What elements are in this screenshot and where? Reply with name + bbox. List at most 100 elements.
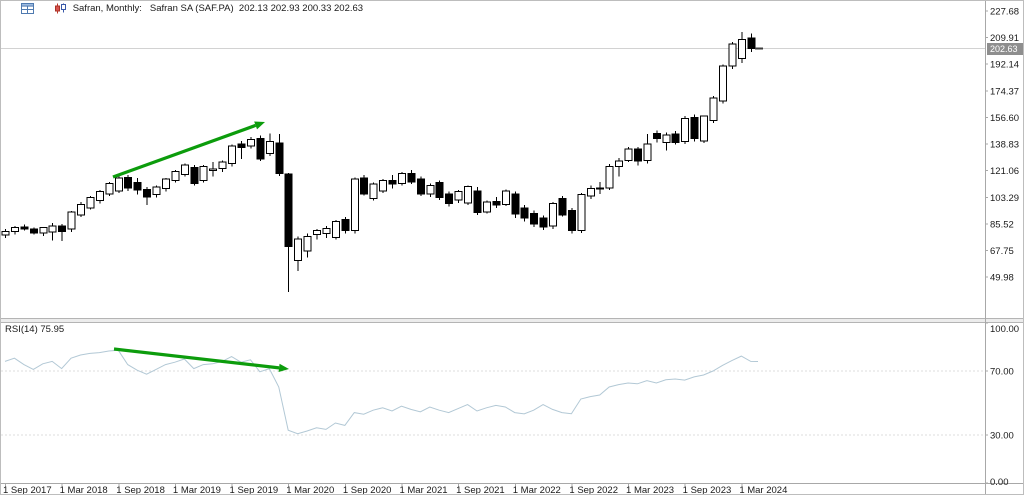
bull-candle-body bbox=[397, 173, 406, 184]
bull-candle-body bbox=[322, 227, 331, 235]
bear-candle-body bbox=[652, 132, 661, 140]
chart-symbol-period: Safran, Monthly: bbox=[72, 3, 142, 14]
bull-candle-body bbox=[737, 39, 746, 59]
time-axis-label: 1 Sep 2020 bbox=[343, 485, 392, 495]
time-axis-label: 1 Mar 2018 bbox=[60, 485, 108, 495]
bear-candle-body bbox=[690, 117, 699, 140]
bull-candle-body bbox=[596, 187, 605, 190]
bull-candle-body bbox=[265, 141, 274, 155]
chart-window-icon[interactable] bbox=[5, 3, 34, 14]
rsi-line bbox=[4, 349, 759, 435]
price-axis-label: 209.91 bbox=[990, 33, 1019, 44]
candlesticks-layer bbox=[1, 32, 756, 293]
bull-candle-body bbox=[303, 236, 312, 252]
time-axis-label: 1 Sep 2018 bbox=[116, 485, 165, 495]
current-price-badge: 202.63 bbox=[987, 43, 1023, 55]
time-axis-label: 1 Sep 2021 bbox=[456, 485, 505, 495]
bull-candle-body bbox=[681, 117, 690, 143]
bull-candle-body bbox=[709, 97, 718, 122]
time-axis-label: 1 Mar 2022 bbox=[513, 485, 561, 495]
bear-candle-body bbox=[58, 225, 67, 232]
price-axis-label: 156.60 bbox=[990, 113, 1019, 124]
rsi-axis-label: 100.00 bbox=[990, 324, 1019, 335]
bear-candle-body bbox=[558, 197, 567, 216]
bear-candle-body bbox=[539, 217, 548, 228]
bull-candle-body bbox=[171, 170, 180, 181]
bear-candle-body bbox=[29, 228, 38, 234]
time-axis-label: 1 Sep 2017 bbox=[3, 485, 52, 495]
chart-name-ohlc: Safran SA (SAF.PA) 202.13 202.93 200.33 … bbox=[149, 3, 364, 14]
bear-candle-body bbox=[20, 226, 29, 230]
rsi-indicator-label: RSI(14) 75.95 bbox=[5, 324, 65, 335]
bull-candle-body bbox=[482, 201, 491, 213]
bear-candle-body bbox=[388, 179, 397, 185]
bull-candle-body bbox=[426, 185, 435, 195]
bull-candle-body bbox=[369, 183, 378, 199]
pane-splitter[interactable] bbox=[1, 318, 1024, 322]
rsi-trend-arrow[interactable] bbox=[113, 347, 289, 373]
time-axis-label: 1 Mar 2021 bbox=[399, 485, 447, 495]
bull-candle-body bbox=[464, 185, 473, 204]
bull-candle-body bbox=[643, 143, 652, 161]
bear-candle-body bbox=[435, 182, 444, 199]
bull-candle-body bbox=[350, 178, 359, 232]
price-axis-label: 121.06 bbox=[990, 166, 1019, 177]
bear-candle-body bbox=[473, 190, 482, 214]
bull-candle-body bbox=[67, 211, 76, 230]
bull-candle-body bbox=[313, 230, 322, 235]
bear-candle-body bbox=[190, 167, 199, 184]
bull-candle-body bbox=[114, 177, 123, 192]
price-axis-label: 103.29 bbox=[990, 193, 1019, 204]
bull-candle-body bbox=[86, 197, 95, 209]
bear-candle-body bbox=[407, 173, 416, 183]
bull-candle-body bbox=[209, 168, 218, 172]
bear-candle-body bbox=[360, 177, 369, 195]
bull-candle-body bbox=[1, 230, 10, 236]
bear-candle-body bbox=[530, 212, 539, 225]
bear-candle-body bbox=[492, 200, 501, 206]
last-price-dash bbox=[755, 47, 763, 50]
price-axis-label: 174.37 bbox=[990, 86, 1019, 97]
price-trend-arrow[interactable] bbox=[112, 121, 265, 179]
price-axis-label: 67.75 bbox=[990, 246, 1014, 257]
bull-candle-body bbox=[161, 178, 170, 190]
rsi-axis-label: 70.00 bbox=[990, 367, 1014, 378]
bull-candle-body bbox=[246, 138, 255, 147]
bull-candle-body bbox=[454, 191, 463, 201]
bull-candle-body bbox=[624, 148, 633, 161]
bear-candle-body bbox=[256, 138, 265, 160]
bull-candle-body bbox=[501, 190, 510, 205]
bull-candle-body bbox=[615, 160, 624, 167]
time-axis-label: 1 Mar 2023 bbox=[626, 485, 674, 495]
bear-candle-body bbox=[143, 188, 152, 198]
bull-candle-body bbox=[577, 194, 586, 232]
time-axis-label: 1 Mar 2019 bbox=[173, 485, 221, 495]
bear-candle-body bbox=[284, 173, 293, 247]
bull-candle-body bbox=[718, 65, 727, 102]
bull-candle-body bbox=[586, 188, 595, 197]
bull-candle-body bbox=[294, 238, 303, 262]
bull-candle-body bbox=[662, 134, 671, 143]
bear-candle-body bbox=[671, 133, 680, 143]
bear-candle-body bbox=[416, 178, 425, 195]
bear-candle-body bbox=[124, 176, 133, 189]
bull-candle-body bbox=[228, 145, 237, 164]
bear-candle-body bbox=[747, 37, 756, 50]
bear-candle-body bbox=[567, 209, 576, 232]
bull-candle-body bbox=[10, 227, 19, 232]
candlestick-chart-icon[interactable] bbox=[38, 3, 67, 14]
chart-title-bar: Safran, Monthly: Safran SA (SAF.PA) 202.… bbox=[5, 3, 363, 14]
bull-candle-body bbox=[549, 203, 558, 227]
time-axis-label: 1 Mar 2020 bbox=[286, 485, 334, 495]
bull-candle-body bbox=[48, 225, 57, 233]
bull-candle-body bbox=[39, 227, 48, 234]
bull-candle-body bbox=[379, 179, 388, 192]
bull-candle-body bbox=[95, 191, 104, 202]
rsi-axis-label: 30.00 bbox=[990, 431, 1014, 442]
bull-candle-body bbox=[605, 165, 614, 189]
bull-candle-body bbox=[218, 161, 227, 169]
bull-candle-body bbox=[77, 203, 86, 216]
bear-candle-body bbox=[133, 182, 142, 191]
